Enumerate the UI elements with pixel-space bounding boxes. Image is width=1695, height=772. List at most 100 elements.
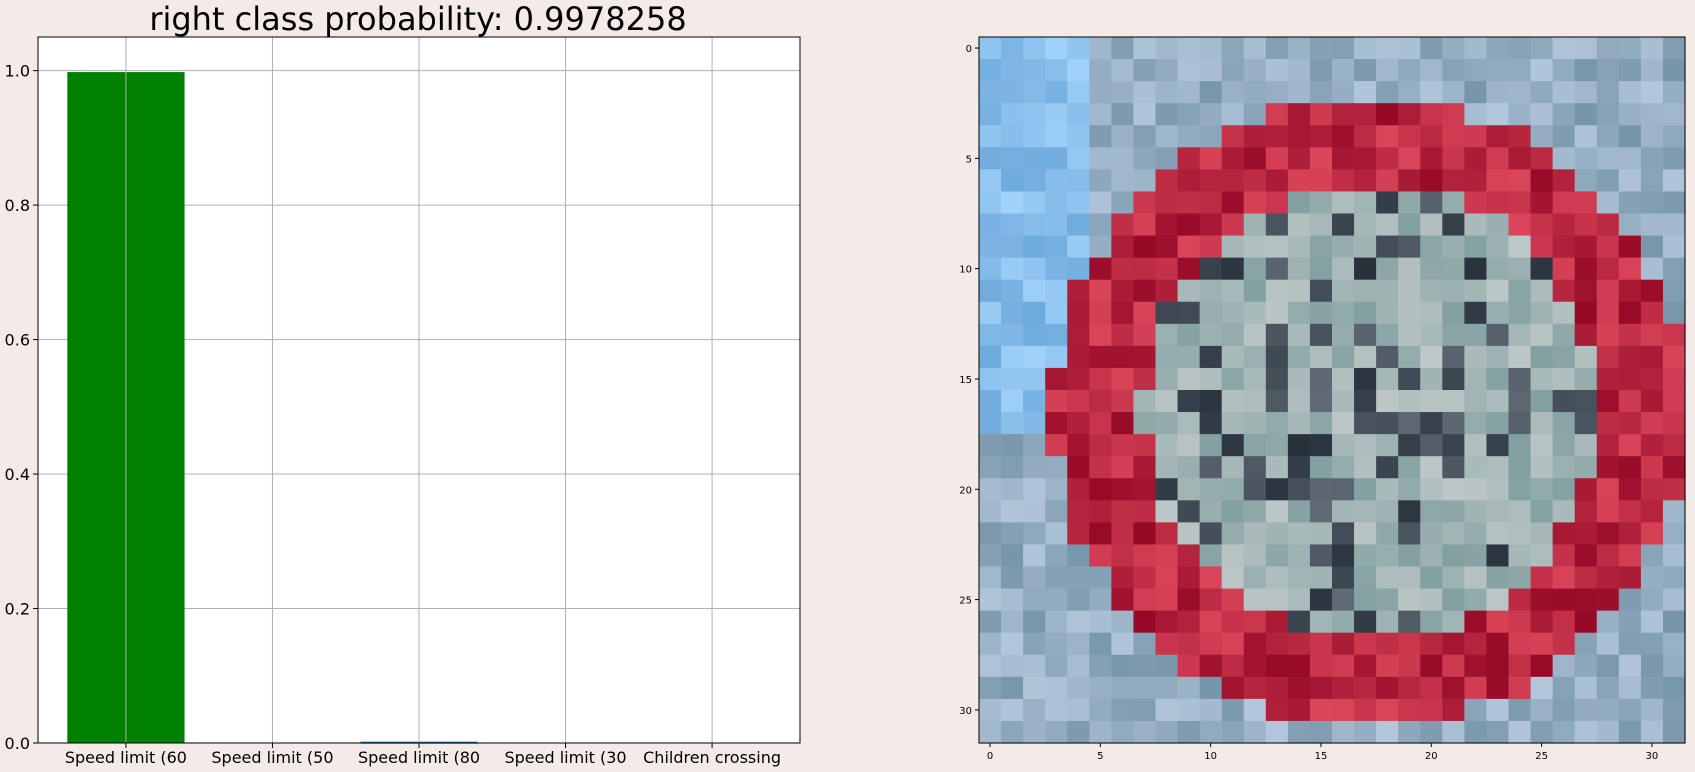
- pixel: [1045, 81, 1068, 104]
- pixel: [1111, 566, 1135, 590]
- pixel: [1618, 37, 1642, 60]
- pixel: [1376, 456, 1399, 479]
- pixel: [1089, 720, 1112, 744]
- pixel: [1574, 544, 1598, 568]
- pixel: [1332, 59, 1355, 82]
- pixel: [1111, 698, 1135, 722]
- pixel: [1398, 81, 1421, 104]
- pixel: [1486, 654, 1510, 678]
- pixel: [1442, 191, 1465, 215]
- pixel: [1574, 478, 1598, 501]
- pixel: [1023, 345, 1046, 369]
- pixel: [1067, 191, 1090, 215]
- pixel: [1309, 566, 1333, 590]
- pixel: [1001, 676, 1024, 700]
- pixel: [1199, 103, 1223, 126]
- pixel: [1023, 125, 1046, 148]
- pixel: [1486, 412, 1510, 435]
- pixel: [1376, 257, 1399, 281]
- pixel: [1199, 191, 1223, 215]
- pixel: [1332, 169, 1355, 193]
- pixel: [1001, 522, 1024, 546]
- pixel: [1287, 478, 1311, 501]
- pixel: [1001, 456, 1024, 479]
- pixel: [979, 610, 1002, 634]
- pixel: [1067, 147, 1090, 170]
- pixel: [1596, 522, 1620, 546]
- pixel: [1552, 588, 1576, 612]
- pixel: [1376, 720, 1399, 744]
- pixel: [1287, 59, 1311, 82]
- pixel: [1332, 301, 1355, 325]
- pixel: [1265, 456, 1289, 479]
- pixel: [1089, 367, 1112, 391]
- pixel: [1508, 169, 1532, 193]
- pixel: [1265, 257, 1289, 281]
- pixel: [1420, 81, 1443, 104]
- pixel: [1574, 720, 1598, 744]
- pixel: [1309, 367, 1333, 391]
- pixel: [1287, 147, 1311, 170]
- pixel: [1265, 81, 1289, 104]
- pixel: [1552, 279, 1576, 303]
- pixel: [1309, 81, 1333, 104]
- pixel: [1574, 698, 1598, 722]
- pixel: [1067, 632, 1090, 656]
- pixel: [1155, 720, 1179, 744]
- y-axis-ticks: 0.0 0.2 0.4 0.6 0.8 1.0: [5, 62, 38, 753]
- pixel: [1177, 434, 1201, 457]
- pixel: [1640, 191, 1664, 215]
- pixel: [1530, 566, 1554, 590]
- pixel: [1177, 301, 1201, 325]
- pixel: [1177, 103, 1201, 126]
- pixel: [1265, 390, 1289, 413]
- pixel: [1199, 456, 1223, 479]
- pixel: [979, 412, 1002, 435]
- pixel: [1376, 588, 1399, 612]
- pixel: [1552, 235, 1576, 259]
- image-x-tick-label: 25: [1535, 751, 1548, 762]
- pixel: [1309, 279, 1333, 303]
- pixel: [1530, 632, 1554, 656]
- pixel: [1199, 81, 1223, 104]
- pixel: [1199, 279, 1223, 303]
- pixel: [1265, 345, 1289, 369]
- pixel: [1552, 59, 1576, 82]
- pixel: [1332, 345, 1355, 369]
- pixel: [1155, 301, 1179, 325]
- pixel: [1376, 147, 1399, 170]
- pixel: [1332, 632, 1355, 656]
- pixel: [1177, 698, 1201, 722]
- pixel: [1508, 257, 1532, 281]
- pixel: [1199, 588, 1223, 612]
- pixel: [1067, 103, 1090, 126]
- pixel: [1265, 412, 1289, 435]
- pixel: [1398, 698, 1421, 722]
- pixel: [1177, 59, 1201, 82]
- pixel: [1376, 367, 1399, 391]
- pixel: [1574, 367, 1598, 391]
- pixel: [1221, 301, 1245, 325]
- pixel: [1067, 676, 1090, 700]
- pixel: [1133, 169, 1157, 193]
- pixel: [1089, 610, 1112, 634]
- pixel: [1023, 103, 1046, 126]
- pixel: [1111, 390, 1135, 413]
- x-tick-label: Speed limit (50: [211, 748, 333, 767]
- pixel: [1265, 191, 1289, 215]
- pixel: [1596, 588, 1620, 612]
- pixel: [1177, 213, 1201, 237]
- pixel: [1618, 434, 1642, 457]
- pixel: [1640, 654, 1664, 678]
- pixel: [1662, 522, 1686, 546]
- pixel: [1067, 37, 1090, 60]
- pixel: [1023, 720, 1046, 744]
- pixel: [1265, 522, 1289, 546]
- pixel: [1530, 147, 1554, 170]
- pixel: [1199, 169, 1223, 193]
- pixel: [1177, 632, 1201, 656]
- pixel: [1221, 720, 1245, 744]
- pixel: [1464, 235, 1488, 259]
- pixel: [1067, 698, 1090, 722]
- pixel: [1618, 301, 1642, 325]
